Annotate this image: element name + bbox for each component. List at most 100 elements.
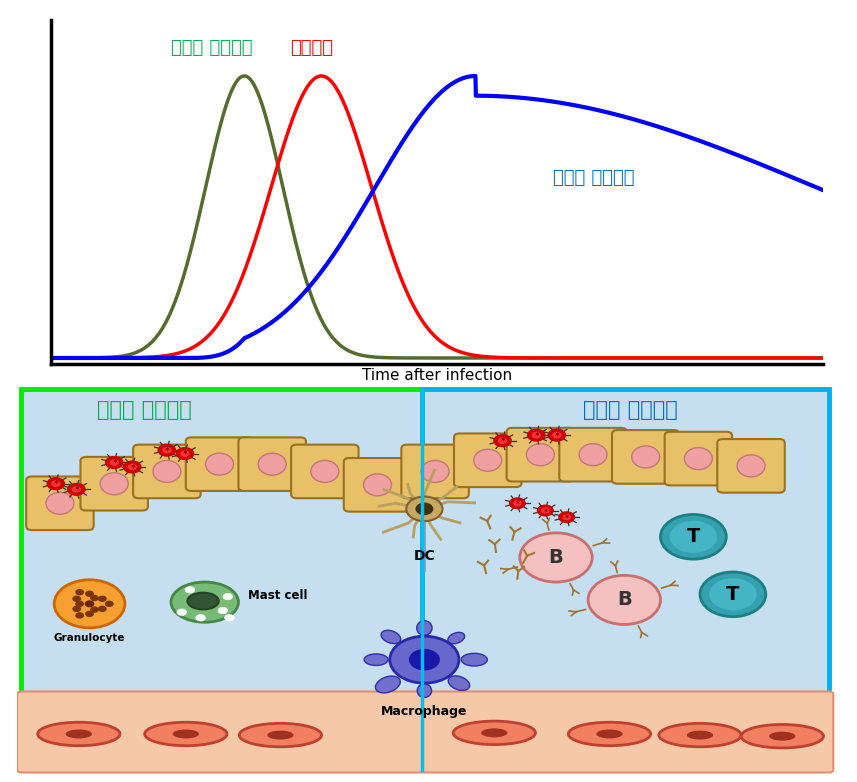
Ellipse shape bbox=[38, 723, 120, 746]
Circle shape bbox=[86, 601, 93, 607]
Circle shape bbox=[537, 505, 553, 516]
FancyBboxPatch shape bbox=[238, 437, 306, 491]
Text: 바이러스: 바이러스 bbox=[291, 39, 333, 57]
Circle shape bbox=[553, 432, 560, 438]
Ellipse shape bbox=[188, 593, 219, 609]
Circle shape bbox=[225, 615, 234, 621]
FancyBboxPatch shape bbox=[291, 445, 358, 498]
Text: ✶: ✶ bbox=[129, 462, 135, 472]
Circle shape bbox=[499, 438, 506, 443]
Ellipse shape bbox=[375, 676, 400, 693]
Ellipse shape bbox=[66, 730, 92, 738]
Text: ✶: ✶ bbox=[564, 515, 570, 520]
FancyBboxPatch shape bbox=[454, 433, 521, 487]
Circle shape bbox=[710, 578, 757, 611]
Circle shape bbox=[52, 481, 60, 486]
Text: B: B bbox=[548, 548, 563, 567]
Ellipse shape bbox=[153, 461, 181, 482]
Circle shape bbox=[542, 508, 548, 513]
Ellipse shape bbox=[363, 474, 392, 496]
FancyBboxPatch shape bbox=[133, 445, 201, 498]
Circle shape bbox=[181, 451, 189, 456]
X-axis label: Time after infection: Time after infection bbox=[362, 368, 512, 383]
Text: 적응성 면역반응: 적응성 면역반응 bbox=[553, 169, 634, 187]
FancyBboxPatch shape bbox=[344, 458, 411, 511]
Ellipse shape bbox=[659, 723, 741, 747]
Circle shape bbox=[700, 572, 766, 617]
FancyBboxPatch shape bbox=[81, 457, 148, 511]
Ellipse shape bbox=[461, 653, 488, 666]
Ellipse shape bbox=[171, 582, 238, 622]
Ellipse shape bbox=[145, 723, 227, 746]
Circle shape bbox=[99, 596, 106, 601]
Text: B: B bbox=[617, 590, 632, 609]
Circle shape bbox=[73, 486, 81, 492]
FancyBboxPatch shape bbox=[186, 437, 254, 491]
Circle shape bbox=[410, 650, 439, 669]
Circle shape bbox=[669, 521, 717, 553]
FancyBboxPatch shape bbox=[17, 691, 833, 773]
Ellipse shape bbox=[769, 732, 795, 741]
Circle shape bbox=[185, 586, 195, 593]
Circle shape bbox=[123, 461, 141, 473]
Ellipse shape bbox=[579, 443, 607, 465]
Text: Macrophage: Macrophage bbox=[381, 705, 468, 718]
Ellipse shape bbox=[453, 721, 536, 744]
Ellipse shape bbox=[417, 621, 432, 635]
Text: ✶: ✶ bbox=[111, 458, 117, 467]
FancyBboxPatch shape bbox=[422, 389, 830, 769]
Text: ✶: ✶ bbox=[499, 436, 506, 445]
Circle shape bbox=[105, 601, 113, 606]
Text: T: T bbox=[686, 527, 700, 547]
Text: ✶: ✶ bbox=[182, 449, 189, 458]
Circle shape bbox=[86, 612, 93, 616]
Ellipse shape bbox=[421, 461, 449, 482]
Circle shape bbox=[47, 478, 64, 490]
Circle shape bbox=[91, 596, 99, 601]
Ellipse shape bbox=[481, 728, 507, 737]
Text: 적응성 면역반응: 적응성 면역반응 bbox=[583, 400, 677, 420]
Text: 내재적 면역반응: 내재적 면역반응 bbox=[98, 400, 192, 420]
Text: ✶: ✶ bbox=[554, 431, 560, 439]
Ellipse shape bbox=[206, 454, 233, 475]
Circle shape bbox=[218, 608, 228, 614]
Circle shape bbox=[177, 447, 194, 459]
Circle shape bbox=[532, 432, 540, 438]
Ellipse shape bbox=[311, 461, 339, 482]
Circle shape bbox=[105, 457, 123, 468]
Circle shape bbox=[196, 615, 206, 621]
Text: Granulocyte: Granulocyte bbox=[54, 633, 125, 644]
Circle shape bbox=[588, 576, 661, 625]
Circle shape bbox=[223, 594, 232, 600]
Circle shape bbox=[86, 591, 93, 596]
FancyBboxPatch shape bbox=[717, 439, 785, 493]
Circle shape bbox=[514, 501, 521, 506]
Circle shape bbox=[99, 606, 106, 612]
FancyBboxPatch shape bbox=[506, 428, 574, 482]
Circle shape bbox=[73, 606, 81, 612]
Ellipse shape bbox=[267, 730, 294, 740]
Ellipse shape bbox=[686, 730, 713, 740]
Circle shape bbox=[68, 483, 85, 495]
Ellipse shape bbox=[474, 450, 501, 472]
Text: ✶: ✶ bbox=[514, 500, 520, 506]
Circle shape bbox=[177, 609, 187, 615]
Text: ✶: ✶ bbox=[164, 446, 171, 454]
FancyBboxPatch shape bbox=[560, 428, 626, 482]
Ellipse shape bbox=[526, 443, 554, 465]
Circle shape bbox=[76, 590, 83, 595]
Circle shape bbox=[76, 601, 83, 606]
Circle shape bbox=[54, 579, 125, 628]
Text: ✶: ✶ bbox=[52, 479, 59, 488]
Text: Mast cell: Mast cell bbox=[248, 589, 307, 602]
Circle shape bbox=[76, 613, 83, 618]
Ellipse shape bbox=[381, 630, 401, 644]
Circle shape bbox=[528, 429, 545, 441]
Circle shape bbox=[163, 447, 171, 453]
Text: ✶: ✶ bbox=[73, 485, 80, 493]
Circle shape bbox=[563, 515, 570, 519]
Ellipse shape bbox=[100, 473, 129, 495]
Ellipse shape bbox=[737, 455, 765, 477]
Text: 내재적 면역반응: 내재적 면역반응 bbox=[171, 39, 253, 57]
Ellipse shape bbox=[741, 724, 824, 748]
